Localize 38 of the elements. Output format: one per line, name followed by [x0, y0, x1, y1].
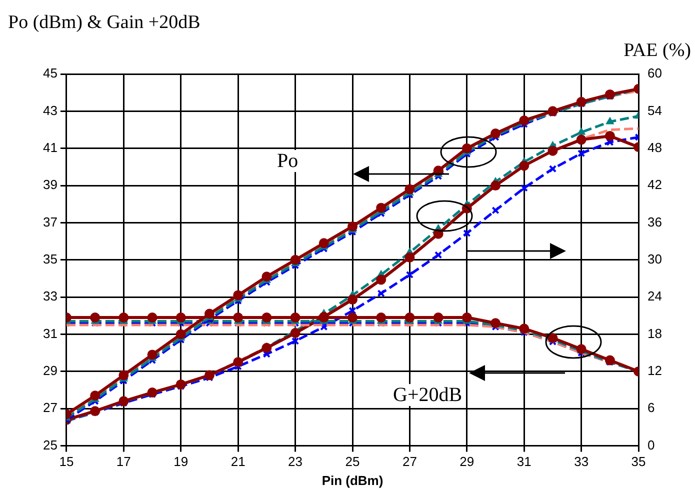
y2-tick-label: 12 [648, 363, 662, 378]
x-tick-label: 31 [516, 454, 532, 470]
y-tick-label: 29 [42, 363, 58, 378]
x-tick-label: 33 [574, 454, 589, 470]
y-tick-label: 25 [42, 437, 58, 452]
x-tick-label: 35 [631, 454, 646, 470]
y-tick-label: 45 [42, 66, 58, 81]
y-tick-label: 43 [42, 102, 58, 118]
y2-tick-label: 0 [648, 437, 655, 452]
y2-tick-label: 42 [648, 177, 662, 192]
x-tick-label: 17 [116, 454, 131, 470]
x-tick-label: 21 [230, 454, 246, 470]
y-axis-title: Po (dBm) & Gain +20dB [8, 12, 200, 34]
annotation: Po [276, 150, 300, 172]
y-tick-label: 37 [42, 214, 58, 230]
y2-tick-label: 18 [648, 326, 662, 341]
y2-tick-label: 24 [648, 288, 662, 304]
x-tick-label: 23 [288, 454, 303, 470]
x-tick-label: 19 [174, 454, 188, 470]
y-tick-label: 35 [42, 251, 58, 266]
annotation: G+20dB [392, 384, 464, 406]
x-tick-label: 25 [345, 454, 360, 470]
y2-tick-label: 54 [648, 102, 662, 118]
y-tick-label: 39 [42, 177, 58, 192]
y2-tick-label: 36 [648, 214, 662, 230]
x-tick-label: 29 [460, 454, 474, 470]
y-tick-label: 31 [42, 326, 58, 341]
x-tick-label: 15 [59, 454, 74, 470]
y-tick-label: 41 [42, 140, 58, 155]
y2-tick-label: 60 [648, 66, 662, 81]
y-tick-label: 33 [42, 288, 58, 304]
y2-axis-title: PAE (%) [624, 40, 691, 62]
x-tick-label: 27 [402, 454, 417, 470]
x-axis-title: Pin (dBm) [322, 472, 384, 488]
y-tick-label: 27 [42, 400, 58, 416]
y2-tick-label: 48 [648, 140, 662, 155]
y2-tick-label: 30 [648, 251, 662, 266]
y2-tick-label: 6 [648, 400, 655, 416]
